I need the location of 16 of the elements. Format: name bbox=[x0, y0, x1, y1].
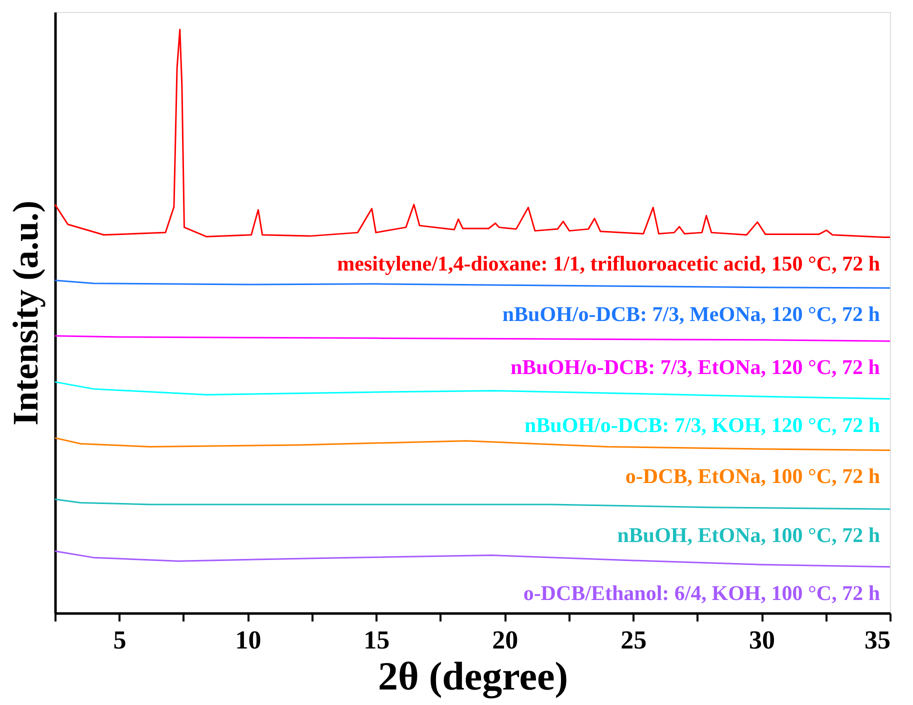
series-label: o-DCB, EtONa, 100 °C, 72 h bbox=[625, 464, 880, 488]
series-label: nBuOH, EtONa, 100 °C, 72 h bbox=[617, 523, 880, 548]
x-axis-title: 2θ (degree) bbox=[378, 654, 568, 698]
series-label: nBuOH/o-DCB: 7/3, EtONa, 120 °C, 72 h bbox=[510, 355, 880, 380]
x-tick-label: 30 bbox=[749, 626, 776, 654]
x-tick-label: 5 bbox=[113, 626, 126, 654]
x-tick-label: 10 bbox=[235, 626, 262, 654]
series-label: nBuOH/o-DCB: 7/3, MeONa, 120 °C, 72 h bbox=[502, 302, 880, 326]
x-tick-label: 20 bbox=[492, 626, 518, 654]
y-axis-title: Intensity (a.u.) bbox=[6, 200, 46, 426]
x-tick-label: 15 bbox=[364, 626, 390, 654]
x-tick-label: 35 bbox=[864, 626, 890, 654]
x-tick-label: 25 bbox=[620, 626, 647, 654]
series-label: nBuOH/o-DCB: 7/3, KOH, 120 °C, 72 h bbox=[524, 412, 880, 437]
series-label: mesitylene/1,4-dioxane: 1/1, trifluoroacetic acid, 150 °C, 72 h bbox=[337, 251, 880, 276]
series-label: o-DCB/Ethanol: 6/4, KOH, 100 °C, 72 h bbox=[523, 580, 880, 605]
